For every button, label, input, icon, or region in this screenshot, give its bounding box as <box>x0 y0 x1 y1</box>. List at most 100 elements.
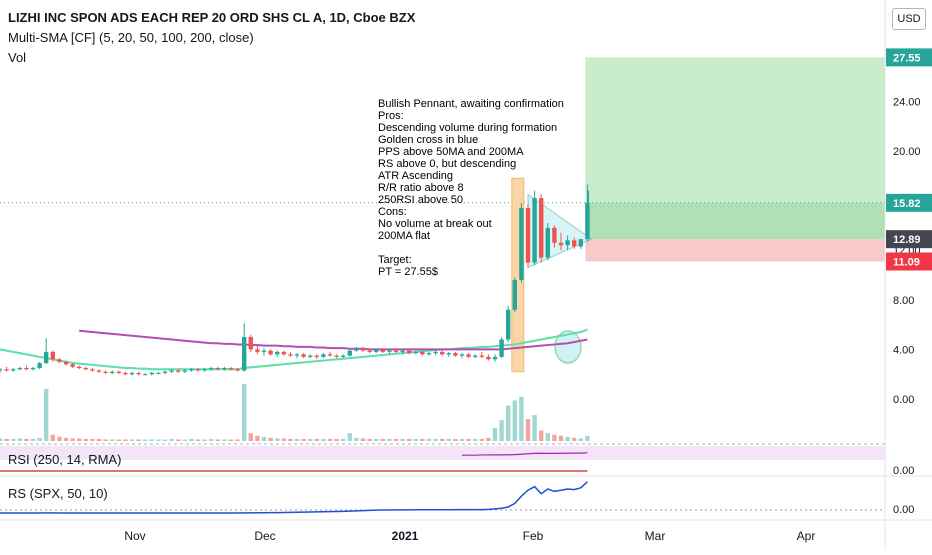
candle <box>334 354 339 359</box>
candle <box>512 277 517 313</box>
candle-body <box>393 350 399 352</box>
volume-bar <box>11 438 16 441</box>
volume-bar <box>512 400 517 441</box>
candle <box>195 368 201 372</box>
candle-body <box>492 356 498 360</box>
candle <box>228 366 234 371</box>
candle-body <box>506 309 511 340</box>
candle-body <box>301 354 306 357</box>
candle-body <box>189 369 194 371</box>
candle-body <box>347 350 352 356</box>
volume-bar <box>499 420 504 441</box>
candle <box>116 370 121 375</box>
x-tick-label: 2021 <box>392 529 419 543</box>
candle <box>492 354 498 362</box>
candle-body <box>275 351 280 355</box>
volume-bar <box>327 438 333 441</box>
volume-bar <box>176 439 181 441</box>
sma-green-line <box>0 328 588 371</box>
candle-body <box>585 202 590 240</box>
volume-bar <box>215 439 220 441</box>
candle <box>103 370 108 375</box>
volume-bar <box>387 438 392 441</box>
volume-bar <box>110 439 115 441</box>
candle <box>466 353 471 359</box>
candle <box>506 306 511 342</box>
volume-bar <box>558 435 564 441</box>
volume-bar <box>143 439 148 441</box>
volume-bar <box>195 439 201 441</box>
candle-body <box>387 350 392 352</box>
candle-body <box>519 208 524 280</box>
volume-bar <box>281 438 286 441</box>
x-tick-label: Feb <box>523 529 544 543</box>
candle <box>545 222 550 261</box>
y-tick-label: 24.00 <box>893 96 921 108</box>
candle-body <box>129 372 135 375</box>
candle-body <box>440 351 445 355</box>
candle-body <box>360 348 366 351</box>
candle-body <box>578 239 583 247</box>
volume-bar <box>519 396 524 441</box>
candlesticks <box>0 184 590 376</box>
rs-line <box>0 481 588 514</box>
candle <box>440 350 445 356</box>
candle-body <box>24 368 29 370</box>
candle <box>162 370 168 375</box>
currency-selector[interactable]: USD <box>892 8 926 30</box>
rs-pane-label: RS (SPX, 50, 10) <box>8 486 108 501</box>
price-label-box <box>886 48 932 67</box>
candle-body <box>532 198 537 263</box>
volume-bar <box>37 437 42 441</box>
sma-legend: Multi-SMA [CF] (5, 20, 50, 100, 200, clo… <box>8 30 254 45</box>
candle <box>156 371 161 375</box>
candle-body <box>50 351 55 360</box>
candle <box>248 334 253 352</box>
candle <box>525 204 531 268</box>
candle-body <box>268 350 273 355</box>
candle <box>459 353 465 359</box>
candle-body <box>281 351 286 355</box>
annotation-line: Pros: <box>378 110 404 122</box>
candle <box>426 351 432 356</box>
candle <box>360 346 366 352</box>
candle-body <box>255 349 260 352</box>
x-tick-label: Nov <box>124 529 145 543</box>
candle-body <box>479 355 484 357</box>
volume-bar <box>189 438 194 441</box>
candle <box>24 365 29 371</box>
candle <box>176 369 181 373</box>
candle-body <box>235 369 240 371</box>
candle <box>281 350 286 356</box>
candle <box>367 349 372 354</box>
candle-body <box>512 279 517 310</box>
candle <box>354 346 359 352</box>
volume-bars <box>0 383 590 441</box>
candle <box>433 350 438 356</box>
candle <box>182 369 187 373</box>
candle <box>572 237 577 249</box>
candle <box>486 354 491 361</box>
candle-body <box>242 337 247 371</box>
y-tick-label: 20.00 <box>893 146 921 158</box>
candle <box>129 371 135 376</box>
annotation-line: No volume at break out <box>378 218 492 230</box>
volume-bar <box>334 438 339 441</box>
candle-body <box>380 349 385 352</box>
volume-bar <box>275 438 280 441</box>
candle <box>294 353 300 359</box>
candle-body <box>539 198 544 258</box>
candle <box>519 203 524 283</box>
candle <box>374 348 379 354</box>
candle <box>189 368 194 372</box>
volume-bar <box>24 438 29 441</box>
candle <box>123 371 128 376</box>
trade-annotation: Bullish Pennant, awaiting confirmation Pr… <box>378 98 564 278</box>
volume-bar <box>420 438 425 441</box>
candle <box>558 232 564 251</box>
annotation-line: Descending volume during formation <box>378 122 558 134</box>
volume-bar <box>235 439 240 441</box>
price-label-target: 27.55 <box>886 48 932 67</box>
candle <box>222 366 227 371</box>
